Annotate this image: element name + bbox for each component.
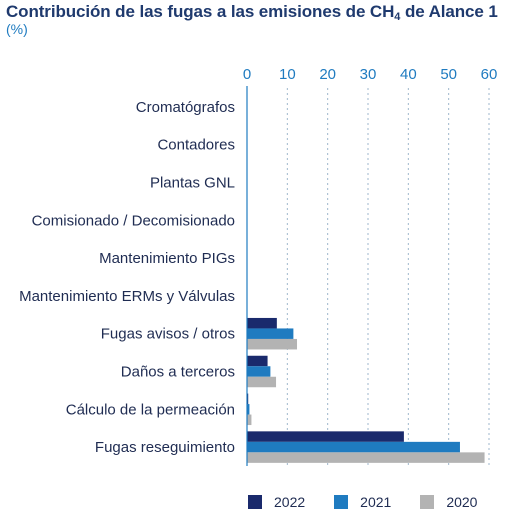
category-label: Mantenimiento PIGs (99, 250, 235, 267)
category-label: Contadores (157, 137, 235, 154)
x-tick-label: 20 (319, 66, 336, 83)
legend: 2022 2021 2020 (248, 494, 506, 510)
x-tick-label: 30 (360, 66, 377, 83)
x-axis-ticks: 0 10 20 30 40 50 60 (243, 66, 498, 83)
bar-2021 (247, 328, 294, 339)
category-label: Fugas avisos / otros (101, 326, 235, 343)
legend-swatch (420, 495, 435, 509)
category-label: Comisionado / Decomisionado (32, 212, 235, 229)
legend-label: 2021 (360, 494, 392, 510)
bar-2022 (247, 317, 277, 329)
x-tick-label: 0 (243, 66, 251, 83)
grid-lines (286, 88, 490, 466)
bar-2020 (247, 338, 298, 350)
category-label: Daños a terceros (121, 364, 235, 381)
bar-2021 (247, 404, 250, 415)
chart-title: Contribución de las fugas a las emisione… (6, 2, 498, 23)
legend-item-2021: 2021 (334, 494, 391, 510)
bars (247, 317, 485, 463)
bar-2020 (247, 414, 252, 426)
x-tick-label: 60 (481, 66, 498, 83)
bar-2022 (247, 393, 249, 405)
x-tick-label: 10 (279, 66, 296, 83)
unit-label: (%) (6, 21, 28, 37)
category-labels: Cromatógrafos Contadores Plantas GNL Comisi… (19, 99, 235, 456)
bar-2022 (247, 355, 268, 367)
category-label: Cálculo de la permeación (66, 401, 235, 418)
category-label: Plantas GNL (150, 175, 235, 192)
category-label: Mantenimiento ERMs y Válvulas (19, 288, 235, 305)
category-label: Cromatógrafos (136, 99, 235, 116)
bar-2020 (247, 452, 485, 463)
legend-label: 2022 (274, 494, 306, 510)
chart-title-main: Contribución de las fugas a las emisione… (6, 2, 395, 21)
bar-2021 (247, 366, 271, 377)
category-label: Fugas reseguimiento (95, 439, 235, 456)
legend-item-2022: 2022 (248, 494, 305, 510)
legend-swatch (334, 495, 349, 509)
bar-2020 (247, 376, 277, 388)
legend-item-2020: 2020 (420, 494, 477, 510)
legend-label: 2020 (446, 494, 478, 510)
chart-title-tail: de Alance 1 (400, 2, 498, 21)
bar-2021 (247, 441, 460, 453)
x-tick-label: 40 (400, 66, 417, 83)
bar-2022 (247, 431, 404, 442)
legend-swatch (248, 495, 262, 509)
x-tick-label: 50 (440, 66, 457, 83)
chart-title-subscript: 4 (394, 11, 401, 23)
